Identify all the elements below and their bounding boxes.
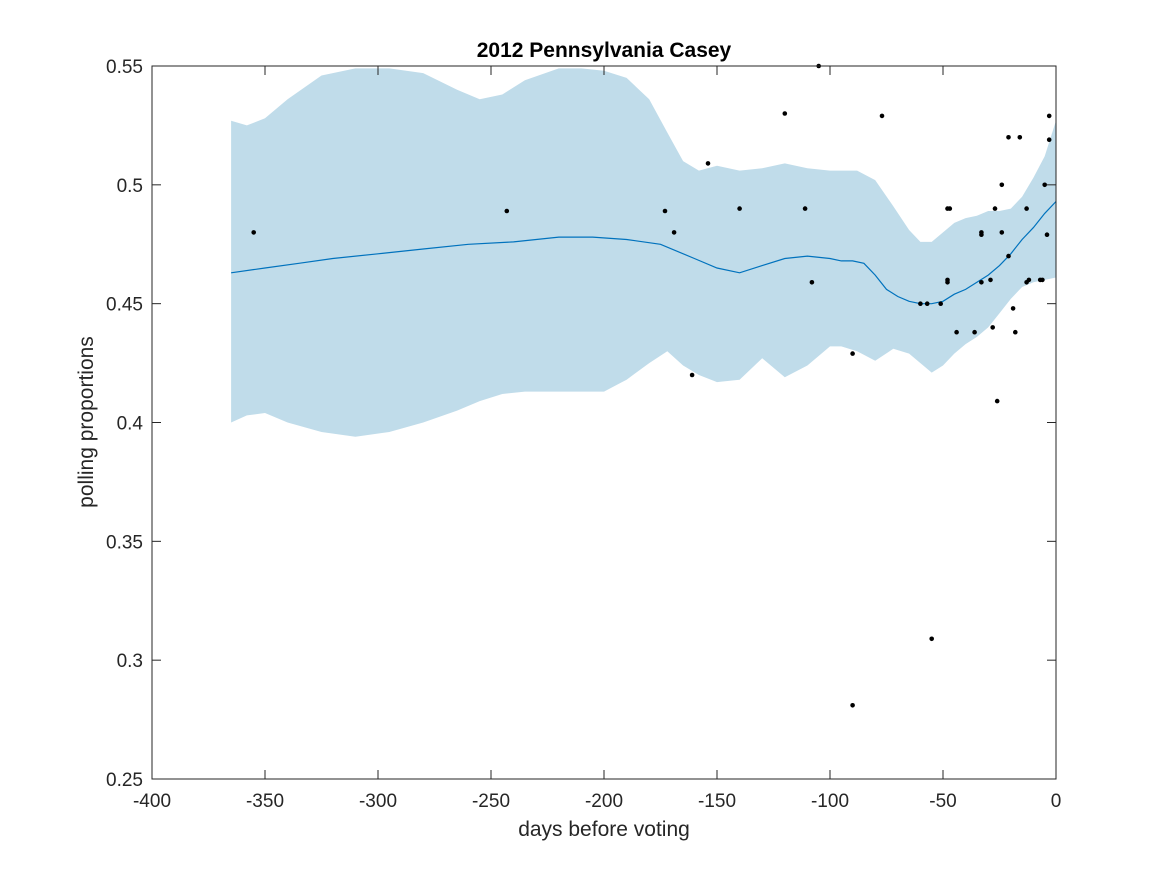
poll-point: [1013, 329, 1018, 335]
y-tick-label: 0.3: [117, 651, 143, 672]
poll-point: [954, 329, 959, 335]
y-axis-label: polling proportions: [75, 336, 98, 508]
poll-point: [1046, 113, 1052, 119]
poll-point: [924, 301, 930, 307]
x-tick-label: -150: [698, 791, 736, 812]
poll-point: [992, 206, 998, 211]
y-tick-label: 0.35: [106, 532, 143, 553]
poll-point: [972, 329, 977, 335]
y-tick-label: 0.5: [117, 176, 143, 197]
x-tick-label: -250: [472, 791, 510, 812]
y-tick-label: 0.25: [106, 770, 143, 791]
x-tick-label: 0: [1051, 791, 1062, 812]
poll-point: [994, 398, 1000, 404]
poll-point: [999, 182, 1005, 188]
poll-point: [662, 208, 668, 214]
poll-point: [504, 208, 510, 214]
poll-point: [979, 280, 984, 285]
poll-point: [1026, 277, 1032, 283]
poll-point: [990, 325, 995, 330]
poll-point: [850, 703, 855, 708]
poll-point: [802, 206, 808, 211]
poll-point: [1010, 306, 1016, 311]
poll-point: [1006, 253, 1011, 259]
poll-point: [251, 230, 256, 235]
x-axis-label: days before voting: [518, 818, 690, 841]
poll-point: [1024, 206, 1029, 211]
chart-title: 2012 Pennsylvania Casey: [477, 39, 732, 62]
poll-point: [947, 206, 953, 211]
confidence-band: [231, 68, 1057, 437]
poll-point: [671, 230, 677, 235]
poll-point: [1044, 232, 1050, 237]
poll-point: [938, 301, 943, 307]
poll-point: [689, 372, 695, 378]
trend-line: [231, 201, 1057, 305]
poll-point: [1006, 135, 1011, 140]
y-tick-label: 0.55: [106, 57, 143, 78]
poll-point: [809, 280, 815, 285]
poll-point: [737, 206, 742, 211]
poll-point: [929, 636, 934, 642]
x-tick-label: -300: [359, 791, 397, 812]
y-tick-label: 0.4: [117, 414, 144, 435]
x-tick-label: -200: [585, 791, 623, 812]
poll-points-layer: [251, 63, 1052, 708]
poll-point: [705, 161, 711, 166]
x-tick-label: -50: [929, 791, 956, 812]
poll-point: [1046, 137, 1052, 142]
poll-point: [1042, 182, 1047, 188]
axis-ticks: -400 -350 -300 -250 -200 -150 -100 -50 0 0.25 0.3 0…: [106, 57, 1061, 812]
x-tick-label: -350: [246, 791, 284, 812]
x-tick-label: -400: [133, 791, 171, 812]
poll-point: [999, 230, 1005, 235]
poll-point: [782, 111, 788, 116]
poll-point: [988, 277, 993, 283]
poll-point: [979, 230, 984, 235]
poll-point: [1040, 277, 1045, 283]
poll-point: [1017, 135, 1023, 140]
poll-point: [879, 113, 885, 119]
confidence-band-layer: [231, 68, 1057, 437]
trend-line-layer: [231, 201, 1057, 305]
poll-point: [918, 301, 923, 307]
y-tick-label: 0.45: [106, 295, 143, 316]
poll-point: [945, 280, 950, 285]
x-tick-label: -100: [811, 791, 849, 812]
poll-point: [850, 351, 855, 356]
